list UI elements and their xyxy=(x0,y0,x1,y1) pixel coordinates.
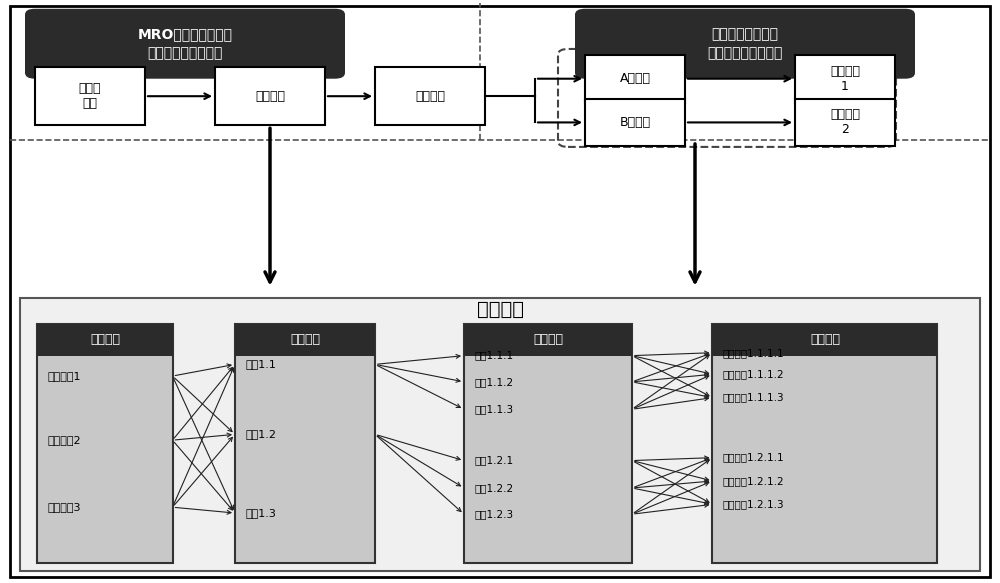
FancyBboxPatch shape xyxy=(712,324,937,356)
Text: 细化后产品结构树
（部件产品结构树）: 细化后产品结构树 （部件产品结构树） xyxy=(707,27,783,61)
Text: 模式1.1: 模式1.1 xyxy=(245,359,276,370)
Text: 解决方案1.2.1.3: 解决方案1.2.1.3 xyxy=(722,499,784,510)
Text: 故障模式
1: 故障模式 1 xyxy=(830,65,860,93)
Text: A列内圈: A列内圈 xyxy=(620,72,650,85)
Text: 解决方案1.2.1.1: 解决方案1.2.1.1 xyxy=(722,452,784,463)
Text: 轴箱轴承: 轴箱轴承 xyxy=(255,90,285,103)
FancyBboxPatch shape xyxy=(585,99,685,146)
Text: 原因1.2.3: 原因1.2.3 xyxy=(474,509,513,519)
Text: 故障位置1: 故障位置1 xyxy=(47,371,81,381)
FancyBboxPatch shape xyxy=(37,324,173,356)
FancyBboxPatch shape xyxy=(585,55,685,103)
FancyBboxPatch shape xyxy=(235,324,375,356)
FancyBboxPatch shape xyxy=(795,99,895,146)
FancyBboxPatch shape xyxy=(215,67,325,125)
FancyBboxPatch shape xyxy=(375,67,485,125)
Text: 原因1.1.1: 原因1.1.1 xyxy=(474,350,513,361)
Text: 故障模式
2: 故障模式 2 xyxy=(830,108,860,136)
Text: 故障原因: 故障原因 xyxy=(533,333,563,346)
Text: 故障位置3: 故障位置3 xyxy=(47,502,81,512)
Text: 模式1.2: 模式1.2 xyxy=(245,429,276,440)
FancyBboxPatch shape xyxy=(712,324,937,563)
Text: 故障位置2: 故障位置2 xyxy=(47,435,81,445)
Text: 原因1.2.2: 原因1.2.2 xyxy=(474,483,513,493)
FancyBboxPatch shape xyxy=(464,324,632,356)
Text: 原因1.1.2: 原因1.1.2 xyxy=(474,377,513,387)
FancyBboxPatch shape xyxy=(795,55,895,103)
FancyBboxPatch shape xyxy=(37,324,173,563)
Text: 转向架
组成: 转向架 组成 xyxy=(79,82,101,110)
Text: 解决方案1.2.1.2: 解决方案1.2.1.2 xyxy=(722,476,784,486)
Text: 解决方案1.1.1.3: 解决方案1.1.1.3 xyxy=(722,392,784,403)
Text: 解决方案1.1.1.1: 解决方案1.1.1.1 xyxy=(722,347,784,358)
FancyBboxPatch shape xyxy=(10,6,990,577)
Text: MRO现有产品结构树
（整车产品结构树）: MRO现有产品结构树 （整车产品结构树） xyxy=(138,27,232,61)
FancyBboxPatch shape xyxy=(20,298,980,571)
FancyBboxPatch shape xyxy=(464,324,632,563)
Text: B列内圈: B列内圈 xyxy=(619,116,651,129)
Text: 模式1.3: 模式1.3 xyxy=(245,508,276,518)
Text: 轴箱轴承: 轴箱轴承 xyxy=(415,90,445,103)
FancyBboxPatch shape xyxy=(35,67,145,125)
FancyBboxPatch shape xyxy=(575,9,915,79)
Text: 解决方案1.1.1.2: 解决方案1.1.1.2 xyxy=(722,369,784,380)
FancyBboxPatch shape xyxy=(235,324,375,563)
Text: 原因1.1.3: 原因1.1.3 xyxy=(474,404,513,415)
Text: 原因1.2.1: 原因1.2.1 xyxy=(474,455,513,466)
Text: 故障字典: 故障字典 xyxy=(477,300,524,318)
Text: 故障模式: 故障模式 xyxy=(290,333,320,346)
FancyBboxPatch shape xyxy=(25,9,345,79)
Text: 解决方案: 解决方案 xyxy=(810,333,840,346)
Text: 故障位置: 故障位置 xyxy=(90,333,120,346)
